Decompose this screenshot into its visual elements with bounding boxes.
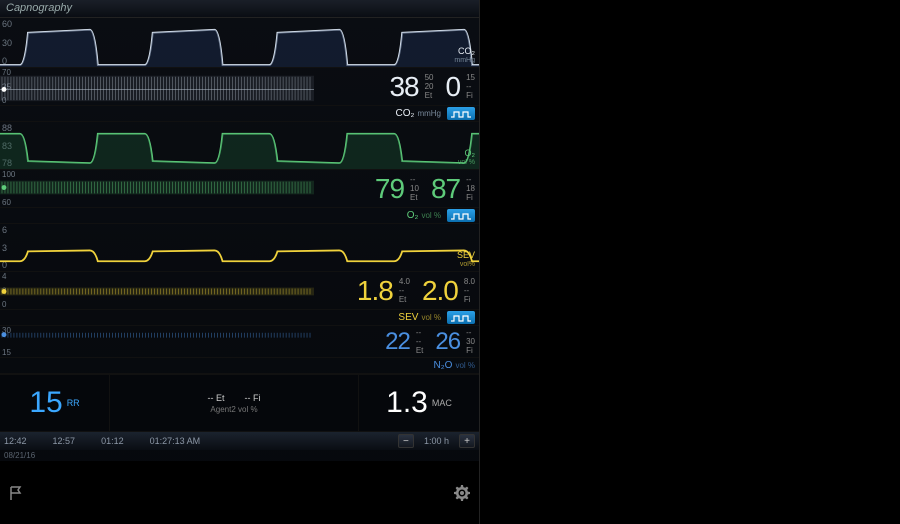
o2-fi-value: 87: [431, 175, 460, 203]
co2-waveform-row[interactable]: 60 0 30 CO₂ mmHg: [0, 18, 479, 68]
rr-label: RR: [67, 398, 80, 408]
co2-trend-row[interactable]: 70 35 0 38 50 20 Et: [0, 68, 479, 106]
co2-et-limits: 50 20 Et: [425, 73, 434, 100]
o2-values: 79 --10Et 87 --18Fi: [314, 170, 479, 207]
co2-unit-row: CO₂ mmHg: [0, 106, 479, 122]
header-title: Capnography: [0, 0, 479, 18]
bottom-panel: 15 RR -- Et -- Fi Agent2 vol % 1.3 MAC: [0, 374, 479, 432]
capnography-monitor: Capnography 60 0 30 CO₂ mmHg 70 35 0: [0, 0, 480, 524]
o2-unit-row: O₂ vol %: [0, 208, 479, 224]
co2-fi-value: 0: [446, 73, 461, 101]
zoom-out-button[interactable]: −: [398, 434, 414, 448]
status-date: 08/21/16: [0, 450, 479, 461]
rr-value: 15: [29, 386, 62, 420]
status-bar: 12:42 12:57 01:12 01:27:13 AM − 1:00 h +: [0, 432, 479, 450]
mac-value: 1.3: [386, 386, 428, 420]
status-times: 12:42 12:57 01:12 01:27:13 AM: [4, 436, 200, 446]
n2o-trend-graph: 30 15: [0, 326, 314, 357]
sev-trend-row[interactable]: 4 2 0 1.8 4.0--Et 2.0 8.0--Fi: [0, 272, 479, 310]
sev-fi-value: 2.0: [422, 277, 458, 305]
co2-label: CO₂ mmHg: [454, 47, 475, 65]
sev-trend-graph: 4 2 0: [0, 272, 314, 309]
o2-et-value: 79: [375, 175, 404, 203]
zoom-in-button[interactable]: +: [459, 434, 475, 448]
co2-wave-button[interactable]: [447, 107, 475, 120]
o2-label: O₂ vol %: [458, 149, 475, 167]
duration-label: 1:00 h: [424, 436, 449, 446]
o2-trend-graph: 100 60: [0, 170, 314, 207]
side-callout-panel: [480, 0, 900, 524]
mac-block[interactable]: 1.3 MAC: [359, 375, 479, 431]
agent2-block[interactable]: -- Et -- Fi Agent2 vol %: [110, 375, 359, 431]
n2o-fi-value: 26: [435, 330, 460, 354]
rr-block[interactable]: 15 RR: [0, 375, 110, 431]
n2o-et-value: 22: [385, 330, 410, 354]
footer: [0, 461, 479, 524]
o2-waveform-row[interactable]: 88 83 78 O₂ vol %: [0, 122, 479, 170]
o2-trend-row[interactable]: 100 60 79 --10Et 87 --18Fi: [0, 170, 479, 208]
sev-label: SEV vol%: [457, 251, 475, 269]
mac-label: MAC: [432, 398, 452, 408]
sev-waveform-row[interactable]: 6 3 0 SEV vol%: [0, 224, 479, 272]
sev-wave-button[interactable]: [447, 311, 475, 324]
co2-values: 38 50 20 Et 0 15 -- Fi: [314, 68, 479, 105]
n2o-values: 22 ----Et 26 --30Fi: [314, 326, 479, 357]
n2o-unit-row: N₂O vol %: [0, 358, 479, 374]
flag-icon[interactable]: [8, 485, 24, 501]
gear-icon[interactable]: [453, 484, 471, 502]
sev-values: 1.8 4.0--Et 2.0 8.0--Fi: [314, 272, 479, 309]
co2-trend-graph: 70 35 0: [0, 68, 314, 105]
co2-et-value: 38: [389, 73, 418, 101]
sev-unit-row: SEV vol %: [0, 310, 479, 326]
n2o-trend-row[interactable]: 30 15 22 ----Et 26 --30Fi: [0, 326, 479, 358]
co2-fi-limits: 15 -- Fi: [466, 73, 475, 100]
sev-et-value: 1.8: [357, 277, 393, 305]
o2-wave-button[interactable]: [447, 209, 475, 222]
